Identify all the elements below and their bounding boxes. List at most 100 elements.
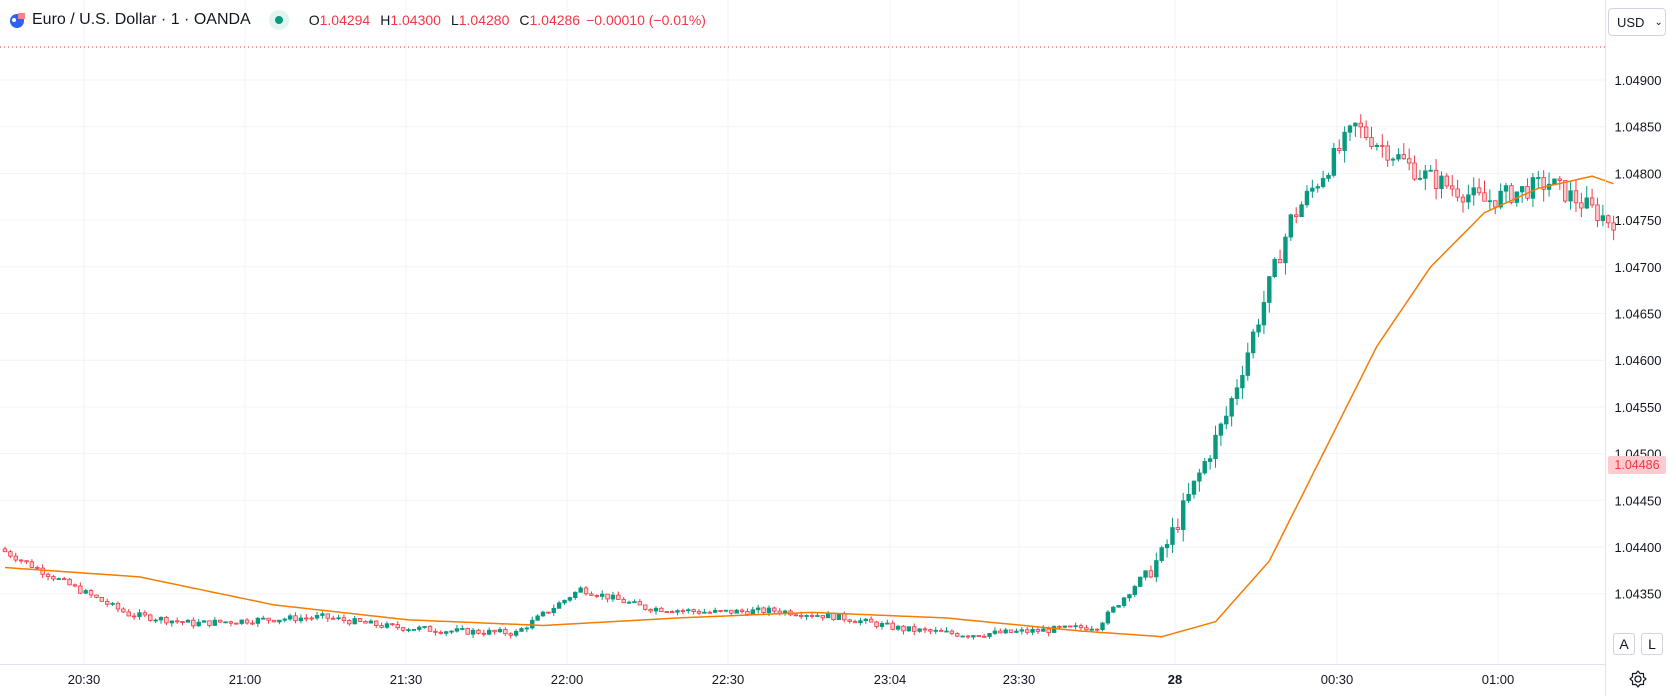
candle xyxy=(94,594,99,599)
candle xyxy=(1100,621,1105,632)
candle xyxy=(1025,627,1030,635)
candle xyxy=(174,617,180,624)
candle xyxy=(1277,249,1283,264)
candle xyxy=(761,606,766,615)
candle xyxy=(1401,143,1406,160)
candle xyxy=(465,627,470,635)
candle xyxy=(739,608,745,614)
candle xyxy=(960,635,965,638)
candle xyxy=(1105,609,1111,626)
candle xyxy=(1546,172,1552,197)
candle xyxy=(836,613,842,621)
candle xyxy=(546,611,551,615)
candle xyxy=(24,560,29,564)
candle xyxy=(287,613,293,621)
candle xyxy=(852,619,858,624)
candle xyxy=(158,616,164,624)
candle xyxy=(1014,628,1019,634)
candle xyxy=(384,621,390,629)
auto-scale-button[interactable]: A xyxy=(1613,633,1635,655)
candle xyxy=(1121,596,1127,608)
log-scale-button[interactable]: L xyxy=(1641,633,1663,655)
candle xyxy=(912,623,917,636)
candle xyxy=(1030,625,1035,636)
candle xyxy=(1433,158,1439,200)
candle xyxy=(476,628,481,635)
candle xyxy=(1175,518,1181,533)
candle xyxy=(1331,142,1337,178)
candle xyxy=(271,619,277,623)
candle xyxy=(691,608,696,615)
candle xyxy=(481,629,487,637)
candle xyxy=(653,606,659,615)
currency-button[interactable]: USD ⌄ xyxy=(1608,8,1666,36)
candle xyxy=(1062,625,1068,629)
market-open-icon xyxy=(268,10,289,30)
candle xyxy=(858,617,863,626)
candle xyxy=(282,617,287,623)
candle xyxy=(1573,179,1579,213)
candle xyxy=(121,607,126,613)
candle xyxy=(1406,148,1412,171)
open-value: 1.04294 xyxy=(319,12,371,28)
candle xyxy=(347,619,352,626)
time-tick-label: 20:30 xyxy=(68,672,101,687)
candle xyxy=(1347,124,1353,141)
candle xyxy=(374,620,379,629)
candle xyxy=(556,600,562,609)
gear-icon[interactable] xyxy=(1628,669,1648,689)
candle xyxy=(890,620,895,631)
candle xyxy=(131,612,137,620)
symbol-title[interactable]: Euro / U.S. Dollar · 1 · OANDA xyxy=(32,11,251,28)
candle xyxy=(804,614,809,621)
candle xyxy=(933,627,938,635)
high-value: 1.04300 xyxy=(390,12,441,28)
candle xyxy=(29,559,35,569)
candle xyxy=(191,617,196,629)
candle xyxy=(1595,197,1600,228)
candle xyxy=(1170,517,1175,553)
candle xyxy=(1568,181,1573,210)
candle xyxy=(955,632,960,638)
time-axis: 20:30 21:00 21:30 22:00 22:30 23:04 23:30 28 00:… xyxy=(68,672,1515,687)
candle xyxy=(1224,406,1229,430)
candle xyxy=(105,598,110,607)
candle xyxy=(1213,425,1218,468)
candle xyxy=(659,606,664,612)
candle xyxy=(40,564,45,579)
candle xyxy=(1132,584,1137,598)
candle xyxy=(1116,605,1121,608)
candle xyxy=(669,610,675,613)
candle xyxy=(1148,565,1154,579)
candle xyxy=(938,628,944,632)
candle xyxy=(718,609,723,613)
price-tick-label: 1.04750 xyxy=(1615,213,1662,228)
candle xyxy=(1326,172,1331,182)
time-tick-label: 21:30 xyxy=(390,672,423,687)
candle xyxy=(626,600,632,604)
candle xyxy=(1471,177,1476,206)
candle xyxy=(341,614,347,624)
candle xyxy=(1159,545,1164,563)
candle xyxy=(1320,170,1326,189)
candle xyxy=(992,627,998,636)
candle xyxy=(422,626,427,629)
candle xyxy=(67,578,72,586)
candle xyxy=(712,607,718,614)
candle xyxy=(1482,180,1487,202)
candle xyxy=(1487,189,1493,210)
candle xyxy=(1250,328,1256,359)
time-tick-label: 23:30 xyxy=(1003,672,1036,687)
candle xyxy=(987,633,992,639)
candle xyxy=(917,628,922,633)
candle xyxy=(1127,593,1132,602)
candle xyxy=(589,591,594,596)
candle xyxy=(1240,365,1245,400)
time-tick-label: 28 xyxy=(1168,672,1182,687)
candle xyxy=(497,627,503,634)
candle xyxy=(239,619,244,626)
candle xyxy=(406,627,411,633)
candle xyxy=(180,621,185,626)
candle xyxy=(782,609,788,616)
